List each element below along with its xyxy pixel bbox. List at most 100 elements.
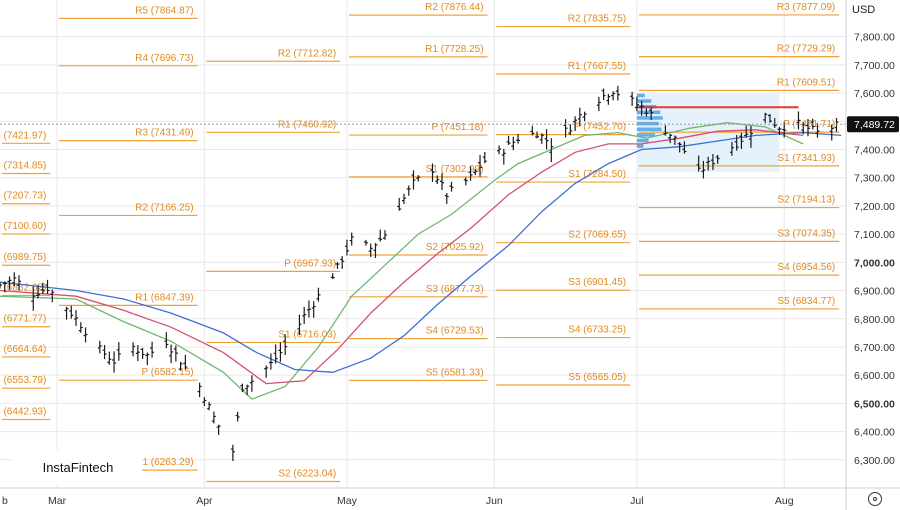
ohlc-bar xyxy=(663,125,668,136)
ohlc-bar xyxy=(116,342,121,361)
ohlc-bar xyxy=(216,424,221,435)
y-tick-label: 7,100.00 xyxy=(854,229,895,241)
ohlc-bar xyxy=(31,286,36,311)
ohlc-bar xyxy=(397,197,402,211)
y-axis: 6,300.00 6,400.00 6,500.00 6,600.00 6,700.00… xyxy=(854,32,895,467)
ohlc-bar xyxy=(169,344,174,364)
ohlc-bar xyxy=(539,133,544,144)
x-tick-label: Jul xyxy=(630,495,643,507)
ohlc-bar xyxy=(767,113,772,123)
ohlc-bar xyxy=(183,354,188,370)
ohlc-bar xyxy=(349,232,354,246)
ohlc-bar xyxy=(335,262,340,269)
pivot-label: S1 (7302.99) xyxy=(426,164,484,175)
pivot-label: R2 (7166.25) xyxy=(135,202,193,213)
ohlc-bar xyxy=(273,344,278,364)
ohlc-bar xyxy=(102,345,107,360)
ohlc-bar xyxy=(463,177,468,186)
y-tick-label: 7,200.00 xyxy=(854,201,895,213)
ohlc-bar xyxy=(74,310,79,326)
ohlc-bar xyxy=(135,344,140,362)
ohlc-bar xyxy=(202,397,207,407)
ohlc-bar xyxy=(264,365,269,378)
pivot-label: S1 (7284.50) xyxy=(568,169,626,180)
pivot-label: P (6882.62) xyxy=(0,282,46,293)
ohlc-bar xyxy=(715,154,720,164)
ohlc-bar xyxy=(482,151,487,164)
ohlc-bar xyxy=(382,230,387,240)
pivot-label: S5 (6581.33) xyxy=(426,367,484,378)
ohlc-bar xyxy=(150,341,155,358)
x-axis: b Mar Apr May Jun Jul Aug xyxy=(2,495,794,507)
ohlc-bar xyxy=(406,185,411,196)
last-price-label: 7,489.72 xyxy=(854,119,895,131)
ohlc-bar xyxy=(40,282,45,295)
pivot-label: R2 (7729.29) xyxy=(777,44,835,55)
ohlc-bar xyxy=(164,332,169,349)
currency-label[interactable]: USD xyxy=(852,4,876,16)
ohlc-bar xyxy=(772,118,777,128)
ohlc-bar xyxy=(815,122,820,138)
ohlc-bar xyxy=(330,273,335,280)
gear-icon[interactable] xyxy=(868,492,882,506)
ohlc-bar xyxy=(373,243,378,258)
ohlc-bar xyxy=(577,107,582,127)
pivot-label: S2 (7194.13) xyxy=(777,195,835,206)
pivot-label: S5 (6565.05) xyxy=(568,372,626,383)
ohlc-bar xyxy=(506,135,511,145)
ohlc-bar xyxy=(563,119,568,138)
grid-lines xyxy=(0,0,846,488)
ohlc-bar xyxy=(173,345,178,362)
x-tick-label: Jun xyxy=(486,495,503,507)
pivot-label: R1 (7728.25) xyxy=(425,44,483,55)
ohlc-bar xyxy=(230,444,235,462)
pivot-label: S4 (6729.53) xyxy=(426,326,484,337)
ohlc-bar xyxy=(805,119,810,137)
pivot-label: S2 (6664.64) xyxy=(0,344,46,355)
ohlc-bar xyxy=(64,306,69,320)
pivot-label: S1 (6771.77) xyxy=(0,314,46,325)
ohlc-bar xyxy=(302,306,307,324)
ohlc-bar xyxy=(829,124,834,141)
pivot-label: R2 (7712.82) xyxy=(278,48,336,59)
moving-average-line xyxy=(0,131,842,373)
ohlc-bar xyxy=(535,131,540,139)
y-tick-label: 7,700.00 xyxy=(854,60,895,72)
ohlc-bar xyxy=(368,243,373,257)
x-tick-label: Apr xyxy=(196,495,213,507)
pivot-label: S4 (6733.25) xyxy=(568,325,626,336)
pivot-label: S2 (7025.92) xyxy=(426,242,484,253)
volume-profile-bar xyxy=(636,144,644,148)
pivot-label: R5 (7421.97) xyxy=(0,130,46,141)
ohlc-bar xyxy=(211,411,216,424)
ohlc-bar xyxy=(363,239,368,246)
y-tick-label: 6,400.00 xyxy=(854,427,895,439)
ohlc-bar xyxy=(440,173,445,191)
price-bars xyxy=(0,85,839,462)
pivot-label: S3 (7074.35) xyxy=(777,228,835,239)
ohlc-bar xyxy=(473,168,478,176)
ohlc-bar xyxy=(240,383,245,393)
ohlc-bar xyxy=(107,351,112,365)
y-tick-label: 7,300.00 xyxy=(854,173,895,185)
volume-profile-bar xyxy=(636,127,662,132)
pivot-label: P (7451.18) xyxy=(431,122,483,133)
pivot-label: R3 (7207.73) xyxy=(0,191,46,202)
volume-profile-bar xyxy=(636,121,659,126)
volume-profile-bar xyxy=(636,99,652,103)
pivot-group: R2 (7876.44) R1 (7728.25) P (7451.18) S1 (7… xyxy=(348,2,488,382)
ohlc-bar xyxy=(734,135,739,151)
pivot-label: S1 (6716.03) xyxy=(278,329,336,340)
ohlc-bar xyxy=(701,160,706,179)
ohlc-bar xyxy=(729,141,734,156)
y-tick-label: 7,800.00 xyxy=(854,32,895,44)
ohlc-bar xyxy=(36,285,41,299)
pivot-label: R2 (7100.60) xyxy=(0,221,46,232)
pivot-label: S1 (6263.29) xyxy=(136,457,194,468)
ohlc-bar xyxy=(478,154,483,177)
ohlc-bar xyxy=(468,166,473,181)
pivot-label: R2 (7835.75) xyxy=(568,14,626,25)
ohlc-bar xyxy=(245,384,250,395)
pivot-label: R1 (7460.92) xyxy=(278,119,336,130)
